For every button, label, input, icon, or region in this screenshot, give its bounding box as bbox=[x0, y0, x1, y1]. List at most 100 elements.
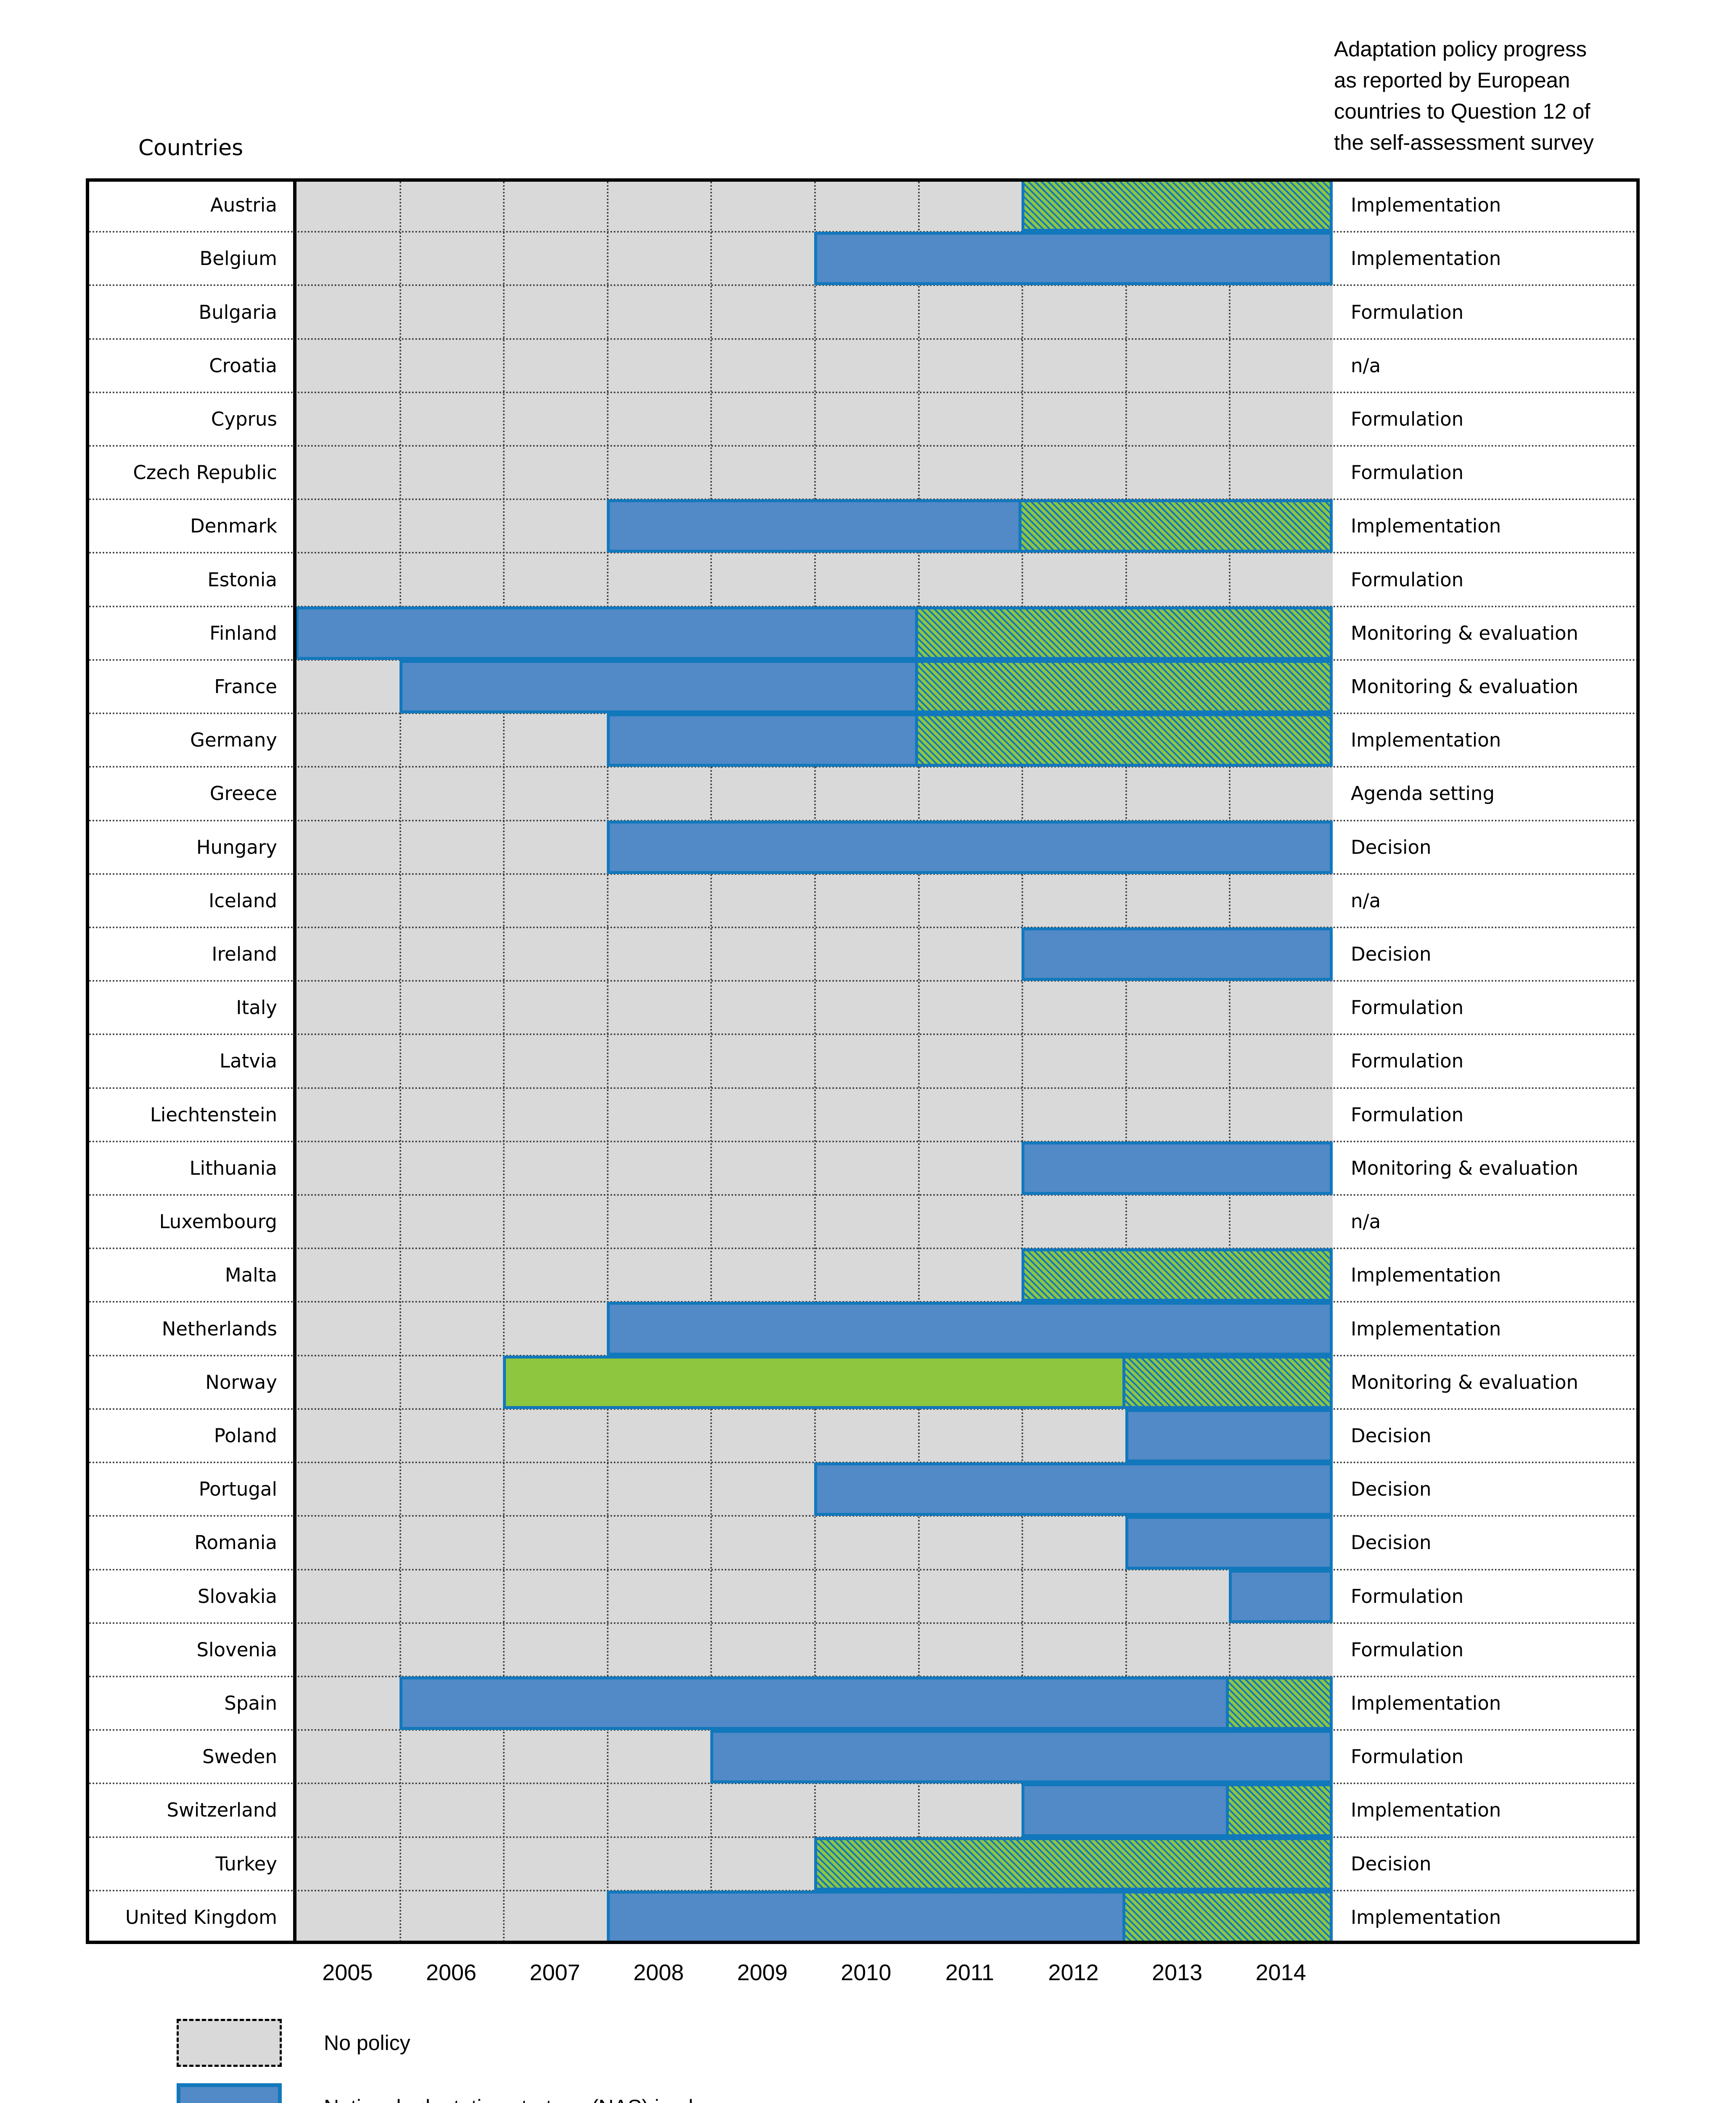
x-tick-label: 2014 bbox=[1255, 1960, 1306, 1985]
year-gridline bbox=[503, 178, 505, 1944]
status-label: Formulation bbox=[1351, 461, 1464, 484]
row-separator bbox=[86, 552, 1640, 554]
country-label: Bulgaria bbox=[198, 301, 277, 323]
status-label: Monitoring & evaluation bbox=[1351, 1371, 1579, 1393]
country-label: Liechtenstein bbox=[150, 1103, 277, 1126]
row-separator bbox=[86, 1408, 1640, 1410]
year-gridline bbox=[399, 178, 401, 1944]
country-label: France bbox=[214, 675, 277, 698]
status-label: Decision bbox=[1351, 1852, 1432, 1875]
status-label: Formulation bbox=[1351, 1050, 1464, 1073]
x-tick-label: 2005 bbox=[322, 1960, 373, 1985]
status-label: Decision bbox=[1351, 943, 1432, 966]
country-label: United Kingdom bbox=[125, 1906, 277, 1928]
status-label: Implementation bbox=[1351, 515, 1501, 538]
country-label: Iceland bbox=[209, 889, 277, 912]
bar-segment-nas bbox=[1021, 1141, 1333, 1195]
bar-segment-nas bbox=[1125, 1409, 1333, 1463]
country-label: Malta bbox=[225, 1264, 277, 1287]
status-label: Formulation bbox=[1351, 301, 1464, 323]
row-separator bbox=[86, 766, 1640, 768]
row-separator bbox=[86, 1087, 1640, 1089]
x-tick-label: 2006 bbox=[426, 1960, 476, 1985]
country-label: Italy bbox=[236, 996, 277, 1019]
status-label: Implementation bbox=[1351, 1317, 1501, 1340]
country-label: Finland bbox=[209, 622, 277, 644]
bar-segment-both bbox=[1122, 1890, 1333, 1944]
legend-label: No policy bbox=[324, 2031, 410, 2055]
bar-segment-both bbox=[915, 606, 1333, 660]
legend-swatch-no-policy bbox=[177, 2019, 282, 2067]
x-tick-label: 2010 bbox=[841, 1960, 892, 1985]
status-label: Decision bbox=[1351, 836, 1432, 858]
row-separator bbox=[86, 1568, 1640, 1571]
country-label: Portugal bbox=[198, 1478, 277, 1501]
x-tick-label: 2013 bbox=[1152, 1960, 1203, 1985]
countries-column-header: Countries bbox=[138, 135, 243, 161]
country-label: Germany bbox=[190, 729, 277, 752]
row-separator bbox=[86, 284, 1640, 286]
bar-segment-nap bbox=[503, 1355, 1125, 1409]
bar-segment-both bbox=[915, 660, 1333, 714]
status-label: Decision bbox=[1351, 1478, 1432, 1501]
bar-segment-nas bbox=[710, 1730, 1333, 1784]
status-label: Implementation bbox=[1351, 1264, 1501, 1287]
status-label: n/a bbox=[1351, 889, 1381, 912]
bar-segment-nas bbox=[606, 499, 1022, 553]
row-separator bbox=[86, 1783, 1640, 1785]
country-label: Switzerland bbox=[167, 1799, 278, 1822]
label-column-divider bbox=[293, 178, 296, 1944]
figure-title: Adaptation policy progress as reported b… bbox=[1334, 34, 1696, 158]
bar-segment-nas bbox=[1021, 927, 1333, 981]
row-separator bbox=[86, 926, 1640, 928]
figure-title-line: the self-assessment survey bbox=[1334, 130, 1594, 154]
bar-segment-nas bbox=[399, 660, 918, 714]
country-label: Spain bbox=[224, 1692, 277, 1715]
country-label: Austria bbox=[210, 194, 277, 217]
bar-segment-both bbox=[1226, 1783, 1333, 1837]
country-label: Turkey bbox=[215, 1852, 277, 1875]
bar-segment-nas bbox=[606, 1302, 1333, 1356]
bar-segment-nas bbox=[1021, 1783, 1229, 1837]
figure-title-line: countries to Question 12 of bbox=[1334, 99, 1590, 123]
bar-segment-both bbox=[915, 713, 1333, 767]
row-separator bbox=[86, 338, 1640, 340]
row-separator bbox=[86, 1194, 1640, 1196]
row-separator bbox=[86, 391, 1640, 393]
status-label: Implementation bbox=[1351, 247, 1501, 270]
legend-swatch-nas bbox=[177, 2083, 282, 2103]
bar-segment-both bbox=[1226, 1676, 1333, 1730]
row-separator bbox=[86, 1033, 1640, 1036]
status-label: n/a bbox=[1351, 1210, 1381, 1233]
x-tick-label: 2007 bbox=[529, 1960, 580, 1985]
year-gridline bbox=[710, 178, 712, 1944]
bar-segment-nas bbox=[814, 232, 1333, 286]
figure-title-line: as reported by European bbox=[1334, 68, 1570, 92]
year-gridline bbox=[1229, 178, 1231, 1944]
status-label: Formulation bbox=[1351, 1103, 1464, 1126]
x-tick-label: 2009 bbox=[737, 1960, 788, 1985]
x-tick-label: 2008 bbox=[633, 1960, 684, 1985]
country-label: Lithuania bbox=[189, 1157, 277, 1179]
year-gridline bbox=[1021, 178, 1024, 1944]
status-label: Formulation bbox=[1351, 996, 1464, 1019]
status-label: Implementation bbox=[1351, 1906, 1501, 1928]
country-label: Belgium bbox=[199, 247, 277, 270]
bar-segment-both bbox=[814, 1837, 1333, 1891]
row-separator bbox=[86, 1622, 1640, 1624]
country-label: Estonia bbox=[207, 568, 277, 591]
row-separator bbox=[86, 873, 1640, 875]
status-label: n/a bbox=[1351, 354, 1381, 377]
country-label: Slovenia bbox=[196, 1638, 277, 1661]
status-label: Implementation bbox=[1351, 194, 1501, 217]
bar-segment-both bbox=[1122, 1355, 1333, 1409]
country-label: Romania bbox=[194, 1531, 277, 1554]
status-label: Monitoring & evaluation bbox=[1351, 675, 1579, 698]
country-label: Luxembourg bbox=[159, 1210, 277, 1233]
country-label: Netherlands bbox=[161, 1317, 277, 1340]
bar-segment-nas bbox=[296, 606, 918, 660]
x-tick-label: 2011 bbox=[945, 1960, 994, 1985]
country-label: Norway bbox=[205, 1371, 277, 1393]
country-label: Hungary bbox=[196, 836, 277, 858]
